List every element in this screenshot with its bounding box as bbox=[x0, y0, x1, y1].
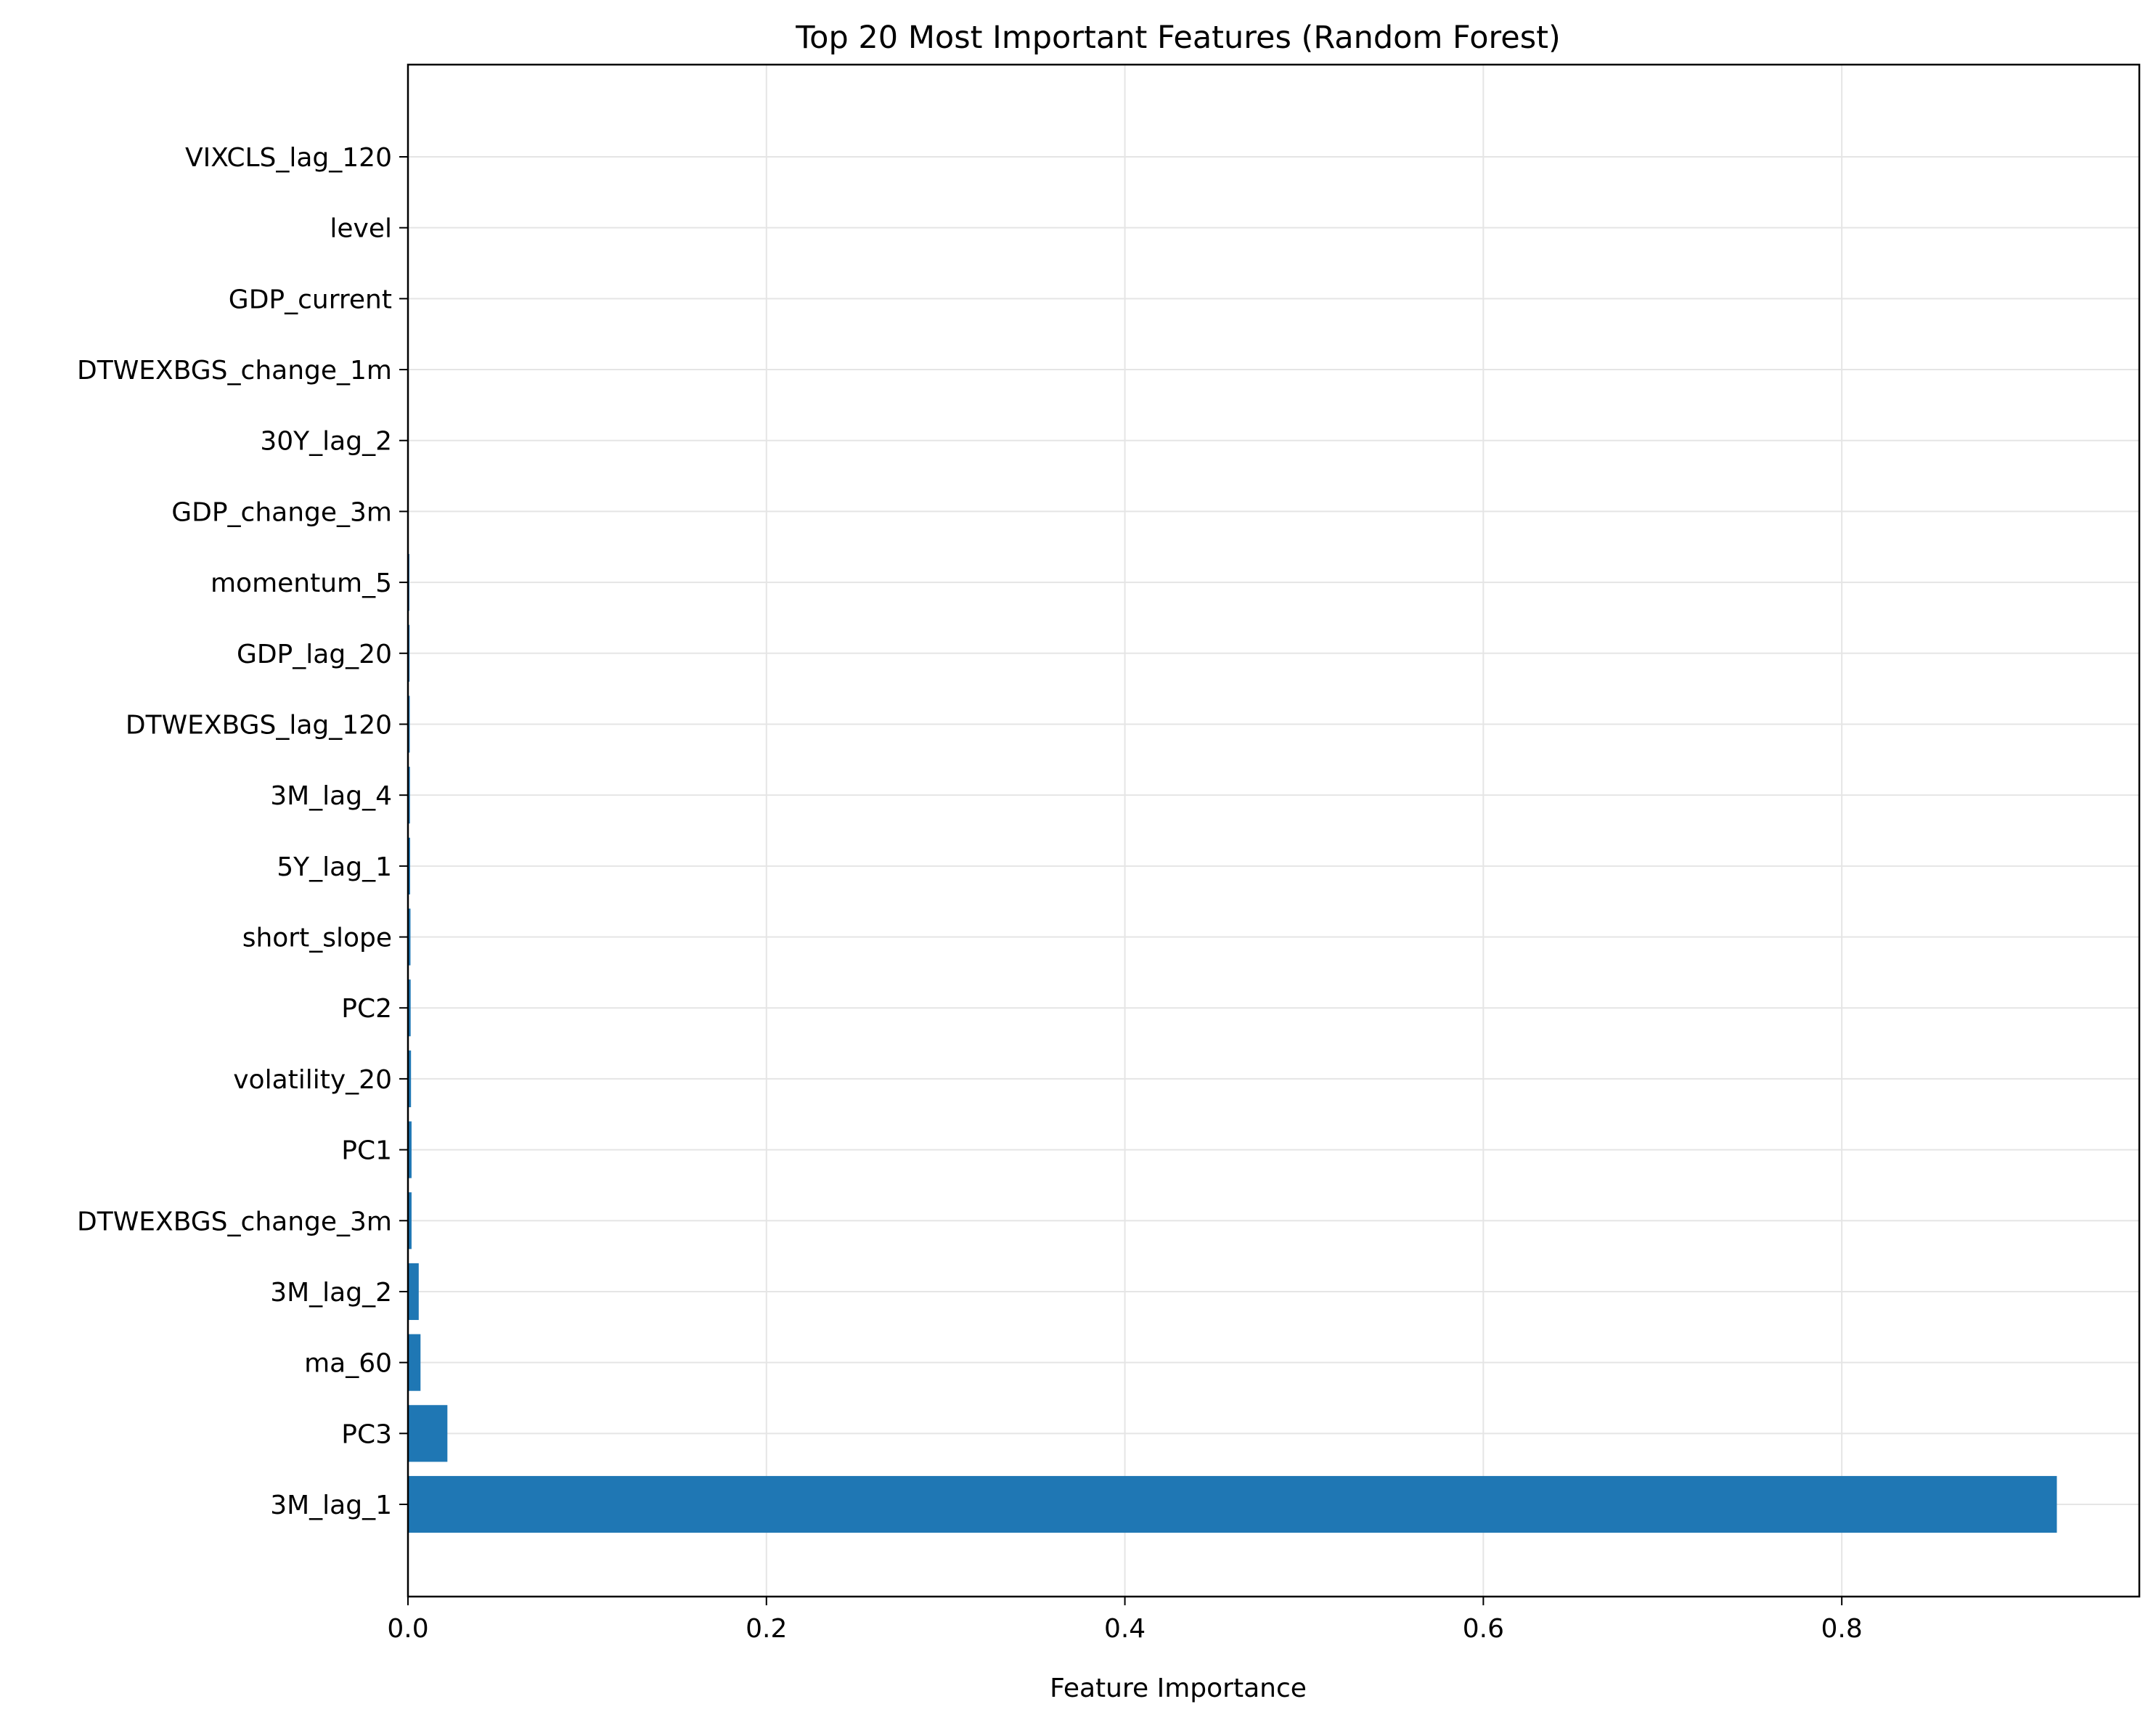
bar-3M_lag_2 bbox=[408, 1263, 419, 1321]
y-tick-label: PC2 bbox=[341, 994, 392, 1024]
y-tick-label: PC3 bbox=[341, 1419, 392, 1449]
bar-5Y_lag_1 bbox=[408, 837, 410, 894]
tick-layer: 0.0 0.2 0.4 0.6 0.8 3M_lag_1 PC3 ma_60 3M_lag_2 D… bbox=[77, 143, 1863, 1644]
grid-layer bbox=[407, 65, 2139, 1597]
y-tick-label: DTWEXBGS_change_1m bbox=[77, 356, 392, 386]
bar-volatility_20 bbox=[408, 1050, 412, 1107]
x-axis-label: Feature Importance bbox=[1050, 1674, 1307, 1703]
y-tick-label: 3M_lag_1 bbox=[270, 1491, 392, 1520]
bar-short_slope bbox=[408, 908, 411, 966]
y-tick-label: short_slope bbox=[242, 924, 392, 953]
bar-3M_lag_4 bbox=[408, 767, 410, 824]
y-tick-label: momentum_5 bbox=[211, 568, 392, 598]
bar-layer bbox=[408, 128, 2057, 1533]
x-tick-label: 0.8 bbox=[1821, 1614, 1863, 1644]
y-tick-label: GDP_current bbox=[229, 285, 392, 314]
x-tick-label: 0.2 bbox=[746, 1614, 787, 1644]
y-tick-label: GDP_lag_20 bbox=[237, 640, 392, 669]
chart-title: Top 20 Most Important Features (Random F… bbox=[795, 20, 1561, 56]
plot-frame bbox=[407, 63, 2141, 1598]
bar-PC1 bbox=[408, 1121, 412, 1178]
y-tick-label: 30Y_lag_2 bbox=[260, 427, 392, 457]
bar-DTWEXBGS_change_3m bbox=[408, 1192, 412, 1250]
y-tick-label: DTWEXBGS_change_3m bbox=[77, 1207, 392, 1236]
y-tick-label: GDP_change_3m bbox=[171, 497, 392, 527]
bar-ma_60 bbox=[408, 1334, 421, 1391]
y-tick-label: ma_60 bbox=[304, 1349, 392, 1379]
y-tick-label: 3M_lag_4 bbox=[270, 781, 392, 811]
bar-PC2 bbox=[408, 979, 411, 1037]
y-tick-label: volatility_20 bbox=[233, 1065, 392, 1095]
y-tick-label: PC1 bbox=[341, 1136, 392, 1166]
x-tick-label: 0.4 bbox=[1104, 1614, 1146, 1644]
x-tick-label: 0.6 bbox=[1463, 1614, 1504, 1644]
y-tick-label: level bbox=[330, 214, 392, 244]
bar-PC3 bbox=[408, 1405, 448, 1462]
bar-3M_lag_1 bbox=[408, 1475, 2057, 1533]
y-tick-label: DTWEXBGS_lag_120 bbox=[126, 710, 392, 740]
y-tick-label: 3M_lag_2 bbox=[270, 1278, 392, 1308]
x-tick-label: 0.0 bbox=[387, 1614, 428, 1644]
y-tick-label: 5Y_lag_1 bbox=[277, 852, 392, 882]
y-tick-label: VIXCLS_lag_120 bbox=[185, 143, 392, 173]
